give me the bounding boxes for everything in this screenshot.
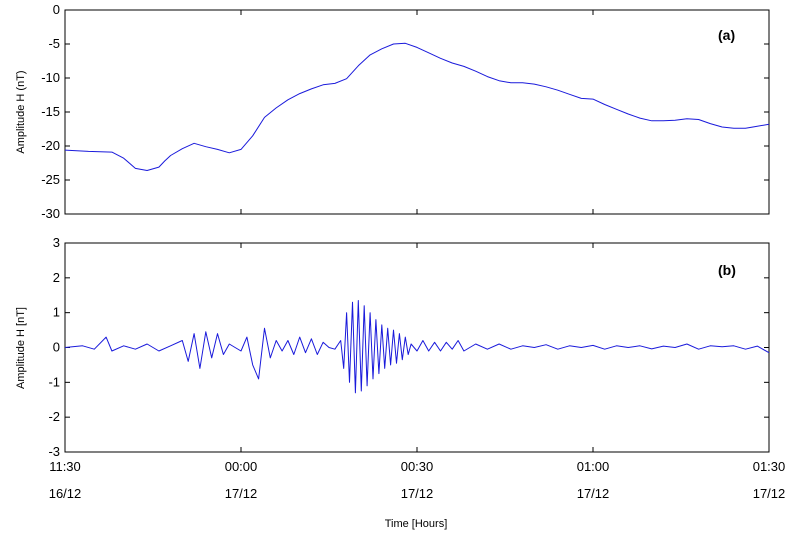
x-tick-label-time: 00:30 [401,459,434,474]
x-tick-label-time: 11:30 [49,459,81,474]
panel-b-y-tick-label: -2 [48,409,60,424]
panel-a-frame [65,10,769,214]
x-tick-label-time: 01:00 [577,459,610,474]
x-axis-ticks: 11:30 16/12 00:00 17/12 00:30 17/12 01:00 17/12… [49,459,786,501]
panel-b: 3 2 1 0 -1 -2 -3 (b) Amplitude H [nT] [15,235,769,459]
panel-a-label: (a) [718,27,735,43]
x-tick-label-date: 17/12 [225,486,258,501]
panel-a-y-ticks: 0 -5 -10 -15 -20 -25 -30 [41,2,769,221]
x-tick-label-date: 17/12 [401,486,434,501]
x-tick-label-time: 01:30 [753,459,786,474]
x-tick-label-date: 17/12 [577,486,610,501]
panel-b-label: (b) [718,262,736,278]
x-tick-label-date: 16/12 [49,486,82,501]
panel-a-y-tick-label: -15 [41,104,60,119]
panel-b-y-tick-label: 0 [53,340,60,355]
panel-b-y-axis-title: Amplitude H [nT] [15,307,27,389]
panel-b-y-tick-label: 3 [53,235,60,250]
panel-a-y-tick-label: -10 [41,70,60,85]
panel-b-y-tick-label: -1 [48,374,60,389]
panel-b-y-tick-label: 2 [53,270,60,285]
panel-a-series-line [65,43,769,170]
panel-a-y-tick-label: 0 [53,2,60,17]
panel-a-y-tick-label: -25 [41,172,60,187]
x-tick-label-time: 00:00 [225,459,258,474]
panel-b-series-line [65,301,769,393]
x-tick-label-date: 17/12 [753,486,786,501]
panel-a-y-tick-label: -30 [41,206,60,221]
x-axis-title: Time [Hours] [385,518,448,530]
panel-b-y-tick-label: 1 [53,305,60,320]
panel-a: 0 -5 -10 -15 -20 -25 -30 (a) Amplitude H (nT) [15,2,769,221]
panel-a-y-tick-label: -5 [48,36,60,51]
panel-b-frame [65,243,769,452]
panel-a-y-axis-title: Amplitude H (nT) [15,70,27,153]
panel-b-y-tick-label: -3 [48,444,60,459]
panel-a-y-tick-label: -20 [41,138,60,153]
